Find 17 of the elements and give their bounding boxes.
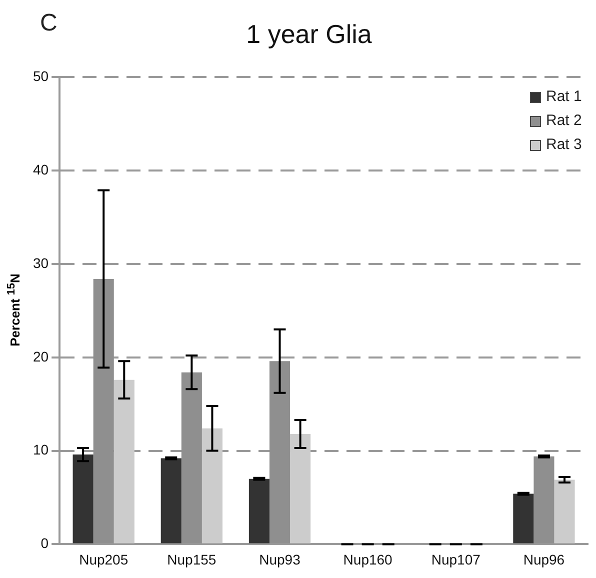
x-tick-label: Nup93 — [259, 551, 301, 568]
legend-label: Rat 1 — [546, 87, 582, 108]
legend-label: Rat 2 — [546, 111, 582, 132]
x-tick-label: Nup155 — [167, 551, 216, 568]
y-tick-label: 0 — [40, 535, 49, 552]
x-tick-label: Nup96 — [523, 551, 565, 568]
y-tick-label: 20 — [32, 348, 49, 364]
x-tick-label: Nup205 — [79, 551, 128, 568]
y-tick-label: 30 — [32, 254, 49, 271]
x-tick-label: Nup107 — [431, 551, 481, 568]
y-tick-label: 50 — [32, 68, 49, 84]
legend-label: Rat 3 — [546, 135, 582, 156]
text: C — [40, 10, 58, 37]
x-tick-label: Nup160 — [343, 551, 393, 568]
y-tick-label: 10 — [32, 442, 49, 458]
chart-title: 1 year Glia — [246, 18, 372, 49]
y-tick-label: 40 — [32, 161, 49, 178]
